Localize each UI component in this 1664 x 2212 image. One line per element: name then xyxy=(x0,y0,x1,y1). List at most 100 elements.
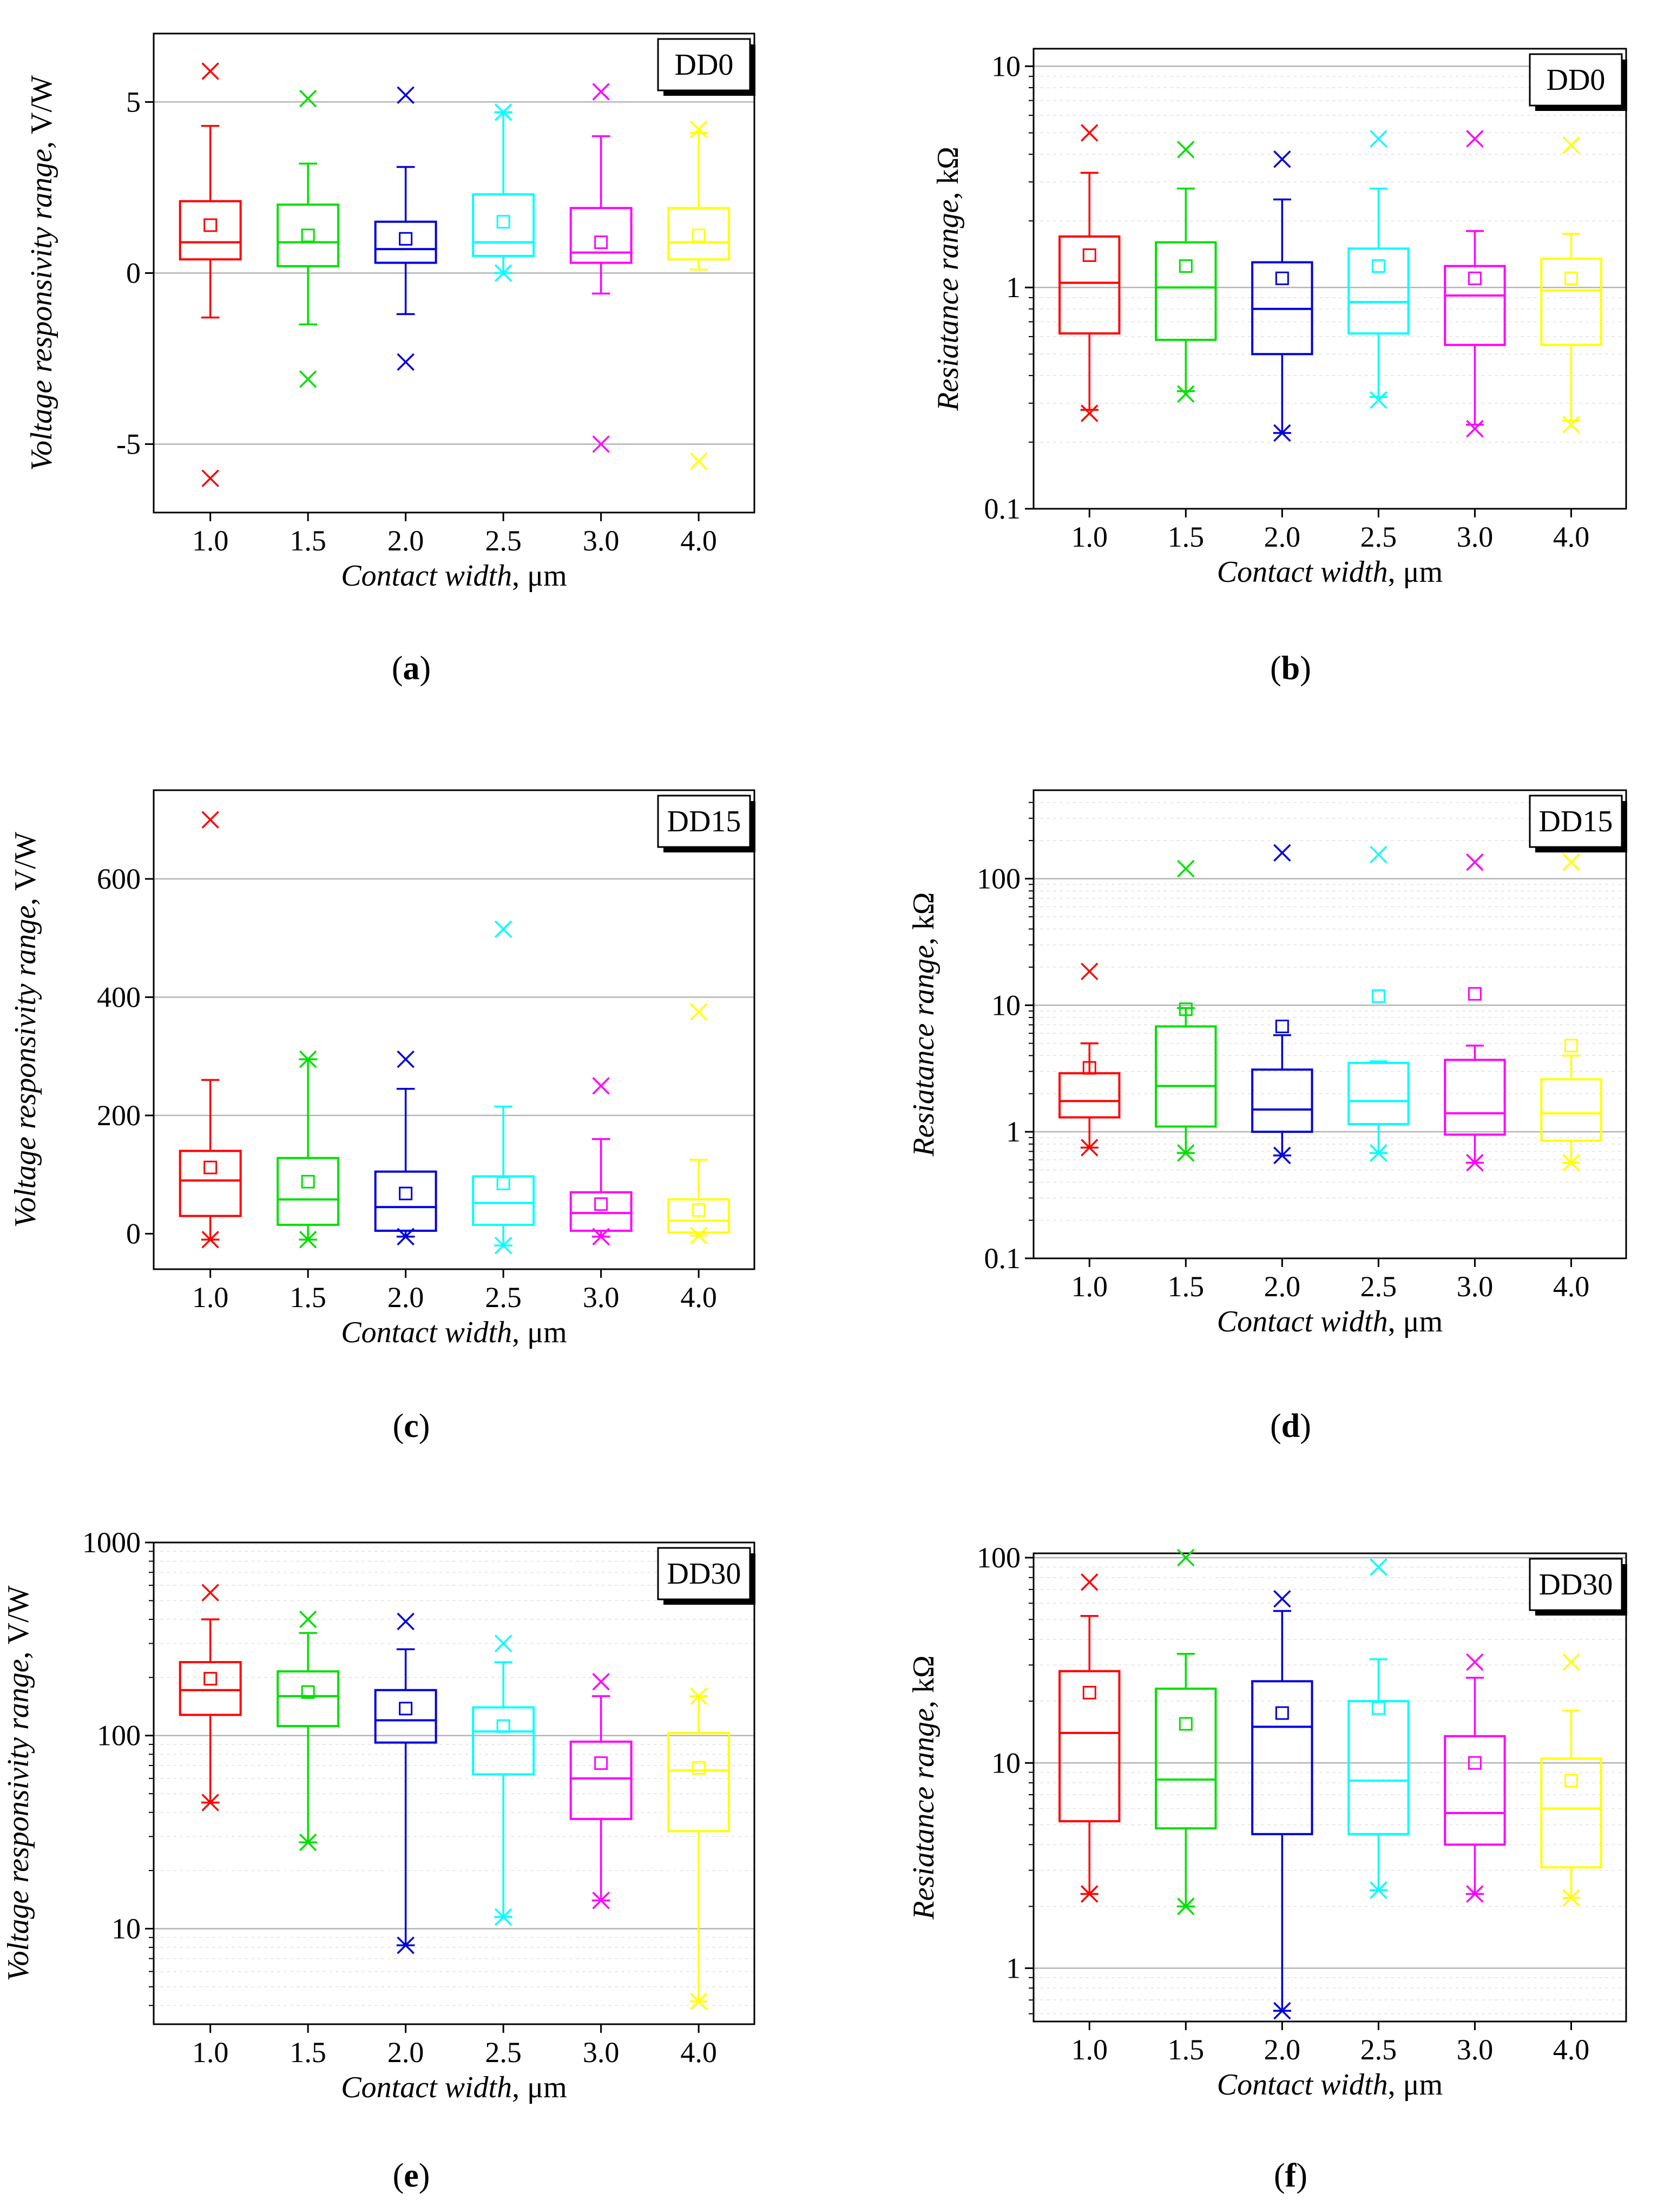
iqr-box xyxy=(1155,1688,1217,1830)
x-tick-label: 2.5 xyxy=(485,524,522,557)
plot-frame xyxy=(1032,48,1627,510)
min-marker xyxy=(1370,1881,1387,1899)
panel-label: (d) xyxy=(1270,1408,1311,1445)
mean-marker xyxy=(1179,1717,1193,1731)
iqr-box xyxy=(277,1670,340,1728)
iqr-box xyxy=(1058,1670,1121,1822)
min-marker xyxy=(1466,1885,1484,1903)
x-tick-label: 2.0 xyxy=(1264,521,1301,553)
max-marker xyxy=(1177,141,1195,159)
y-tick-label: 10 xyxy=(111,1912,141,1945)
x-tick-label: 1.5 xyxy=(1168,1270,1205,1303)
box-2.0 xyxy=(1251,844,1313,1165)
max-marker xyxy=(689,1003,708,1021)
min-marker xyxy=(1562,1154,1580,1172)
y-tick-label: 200 xyxy=(97,1099,141,1132)
x-tick-label: 1.5 xyxy=(290,1281,326,1314)
y-tick-label: 0 xyxy=(126,257,141,290)
x-tick-label: 2.5 xyxy=(1360,521,1397,553)
x-tick-label: 3.0 xyxy=(583,2036,620,2069)
mean-marker xyxy=(496,1719,510,1733)
max-marker xyxy=(397,86,415,104)
iqr-box xyxy=(667,207,731,261)
mean-marker xyxy=(1564,1039,1579,1053)
max-marker xyxy=(1081,1573,1099,1591)
iqr-box xyxy=(569,1191,633,1232)
x-tick-label: 2.5 xyxy=(1360,1270,1397,1303)
max-marker xyxy=(1466,1653,1484,1671)
min-marker xyxy=(689,452,708,470)
box-1.0 xyxy=(179,62,242,488)
legend-label: DD30 xyxy=(1539,1568,1613,1601)
y-tick-label: 1 xyxy=(1006,1952,1021,1985)
x-tick-label: 2.0 xyxy=(1264,2033,1301,2066)
box-4.0 xyxy=(667,1003,731,1244)
min-marker xyxy=(1177,1898,1195,1915)
box-2.0 xyxy=(374,1050,437,1246)
max-marker xyxy=(299,1050,317,1068)
max-marker xyxy=(1177,859,1195,878)
max-marker xyxy=(1466,130,1484,148)
box-2.5 xyxy=(472,103,535,282)
mean-marker xyxy=(1275,271,1289,285)
box-2.0 xyxy=(374,1612,437,1954)
x-tick-label: 1.0 xyxy=(192,524,229,557)
panel-label: (c) xyxy=(393,1408,430,1445)
mean-marker xyxy=(594,1197,608,1211)
box-3.0 xyxy=(1444,853,1506,1172)
panel-label: (e) xyxy=(393,2157,430,2194)
max-marker xyxy=(1562,136,1580,154)
iqr-box xyxy=(374,220,437,264)
panel-label: (b) xyxy=(1270,650,1311,687)
plot-frame xyxy=(1032,789,1627,1259)
y-tick-label: 100 xyxy=(977,1541,1021,1574)
mean-marker xyxy=(203,1160,218,1174)
iqr-box xyxy=(1347,247,1410,335)
min-marker xyxy=(494,264,512,282)
legend-box xyxy=(657,38,751,91)
max-marker xyxy=(1081,962,1099,981)
y-axis-title: Voltage responsivity range, V/W xyxy=(2,1585,35,1981)
panel-a: -5 0 5 1.0 1.5 2.0 2.5 3.0 4.0 Contact width, μm V… xyxy=(25,32,755,687)
x-tick-label: 1.0 xyxy=(1071,1270,1108,1303)
x-tick-label: 4.0 xyxy=(1553,1270,1590,1303)
iqr-box xyxy=(179,1150,242,1217)
mean-marker xyxy=(203,1672,218,1686)
box-2.0 xyxy=(1251,1590,1313,2020)
box-2.5 xyxy=(1347,845,1410,1162)
min-marker xyxy=(1562,416,1580,434)
mean-marker xyxy=(1468,987,1482,1001)
y-tick-label: 0 xyxy=(126,1217,141,1250)
x-tick-label: 3.0 xyxy=(1457,1270,1494,1303)
mean-marker xyxy=(399,232,413,246)
x-axis-title: Contact width, μm xyxy=(1217,1305,1443,1338)
x-tick-label: 1.0 xyxy=(1071,2033,1108,2066)
min-marker xyxy=(1466,1154,1484,1172)
mean-marker xyxy=(1371,259,1385,273)
box-1.5 xyxy=(1155,141,1217,403)
mean-marker xyxy=(1179,1002,1193,1016)
max-marker xyxy=(494,103,512,121)
x-tick-label: 3.0 xyxy=(1457,521,1494,553)
min-marker xyxy=(592,1228,610,1246)
iqr-box xyxy=(1444,1059,1506,1136)
x-tick-label: 2.5 xyxy=(1360,2033,1397,2066)
x-axis-title: Contact width, μm xyxy=(1217,555,1443,589)
legend-label: DD15 xyxy=(1539,805,1613,838)
mean-marker xyxy=(496,215,510,229)
min-marker xyxy=(1177,1144,1195,1162)
y-tick-label: 1 xyxy=(1006,1115,1021,1148)
box-2.0 xyxy=(1251,150,1313,442)
x-tick-label: 1.5 xyxy=(1168,521,1205,553)
x-tick-label: 4.0 xyxy=(680,2036,717,2069)
box-3.0 xyxy=(1444,130,1506,438)
mean-marker xyxy=(399,1702,413,1716)
iqr-box xyxy=(1251,1068,1313,1133)
legend-box xyxy=(1529,795,1623,848)
plot-frame xyxy=(153,1541,755,2025)
legend-label: DD30 xyxy=(667,1557,741,1591)
mean-marker xyxy=(1275,1706,1289,1720)
min-marker xyxy=(201,1231,219,1249)
box-4.0 xyxy=(667,120,731,470)
